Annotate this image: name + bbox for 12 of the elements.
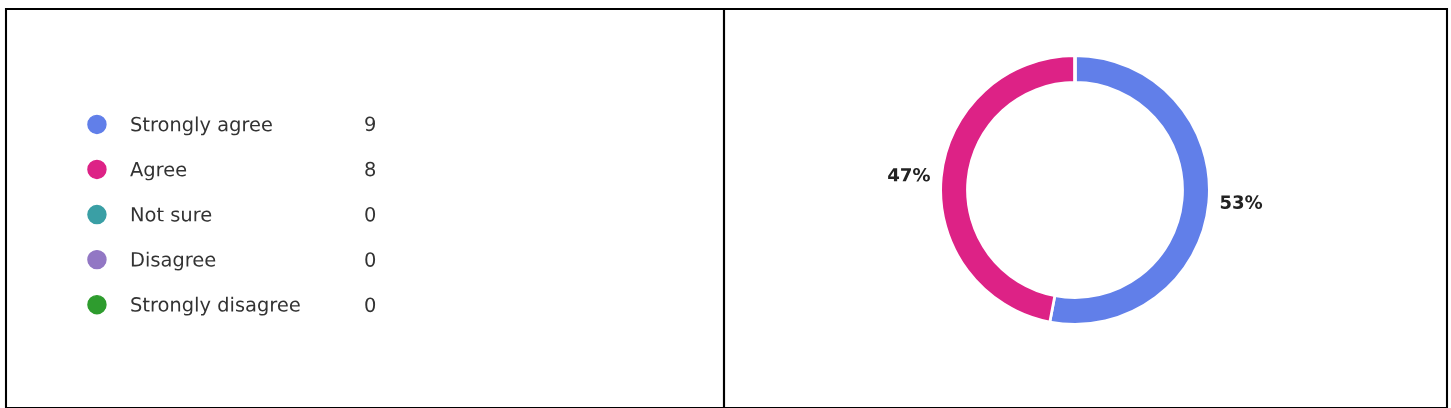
text: 8 [365,161,376,177]
legend-label: Not sure [131,207,212,222]
legend-label: Agree [130,162,187,181]
data-label: 53% [1220,195,1263,209]
text: 9 [365,116,375,132]
text: 0 [365,206,376,222]
data-label: 47% [888,167,930,182]
legend-label: Strongly disagree [131,296,300,316]
text: 0 [365,297,376,313]
legend-label: Strongly agree [131,116,272,136]
text: 0 [365,252,376,267]
legend-label: Disagree [131,251,216,271]
